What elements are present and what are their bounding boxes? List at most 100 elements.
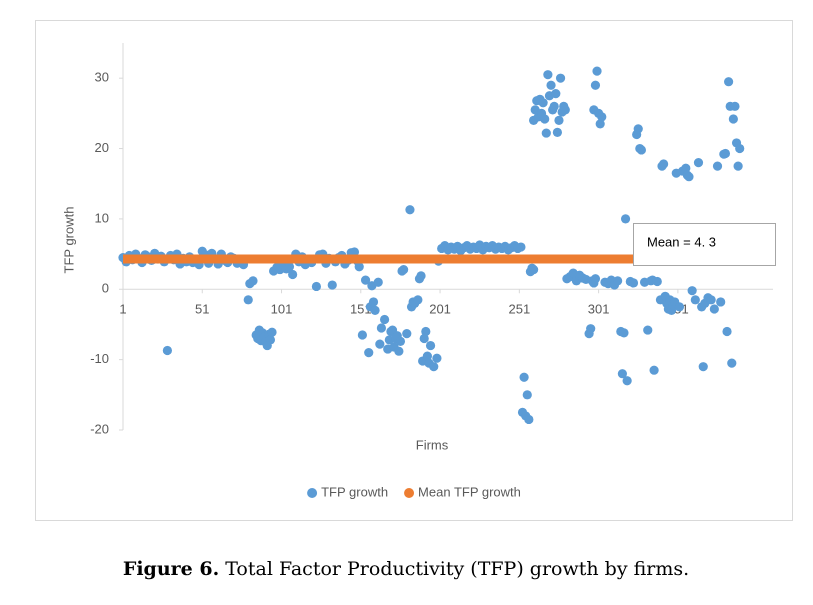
data-point <box>402 329 412 339</box>
data-point <box>620 214 631 224</box>
annotation: Mean = 4. 3 <box>647 234 716 249</box>
data-point <box>395 336 406 346</box>
data-point <box>586 324 596 334</box>
data-point <box>354 262 364 272</box>
data-point <box>552 127 562 137</box>
data-point <box>546 80 556 90</box>
data-point <box>652 276 662 287</box>
data-point <box>516 242 526 252</box>
data-point <box>364 348 374 358</box>
data-point <box>674 302 685 312</box>
data-point <box>724 77 734 87</box>
data-point <box>368 297 379 307</box>
figure-caption: Figure 6. Total Factor Productivity (TFP… <box>123 558 689 580</box>
x-tick-label: 251 <box>508 302 530 317</box>
data-point <box>590 274 601 284</box>
annotation-box <box>633 223 776 266</box>
data-point <box>613 276 623 286</box>
data-point <box>722 326 732 337</box>
data-point <box>425 340 436 351</box>
data-point <box>541 128 551 138</box>
data-point <box>349 247 360 257</box>
data-point <box>698 362 708 372</box>
y-tick-label: 10 <box>95 210 109 225</box>
y-tick-label: -20 <box>90 421 109 436</box>
y-tick-label: -10 <box>90 351 109 366</box>
x-tick-label: 201 <box>429 302 451 317</box>
data-point <box>519 372 529 382</box>
data-point <box>643 325 653 335</box>
data-point <box>690 295 700 305</box>
data-point <box>595 119 605 129</box>
data-point <box>429 362 439 372</box>
x-tick-label: 101 <box>271 302 293 317</box>
data-point <box>554 115 564 125</box>
data-point <box>399 264 409 275</box>
chart-frame <box>35 20 793 521</box>
legend: TFP growth Mean TFP growth <box>307 484 521 499</box>
data-point <box>706 295 716 305</box>
data-point <box>592 66 602 76</box>
data-point <box>540 114 550 124</box>
data-point <box>288 269 298 280</box>
x-tick-label: 1 <box>119 302 126 317</box>
data-point <box>622 376 632 386</box>
data-point <box>405 205 415 215</box>
data-point <box>720 148 731 159</box>
legend-label: TFP growth <box>321 484 388 499</box>
legend-marker <box>404 488 415 498</box>
data-point <box>549 101 559 111</box>
data-point <box>551 89 561 99</box>
data-point <box>716 297 726 307</box>
data-point <box>712 161 723 171</box>
data-point <box>727 358 737 368</box>
data-point <box>730 101 740 111</box>
data-point <box>728 114 738 124</box>
y-tick-label: 20 <box>95 140 109 155</box>
data-point <box>529 264 539 275</box>
data-point <box>311 281 322 292</box>
legend-label: Mean TFP growth <box>418 484 521 499</box>
data-point <box>243 295 253 305</box>
caption-label: Figure 6. <box>123 558 219 580</box>
data-point <box>733 161 743 171</box>
data-point <box>687 286 697 296</box>
data-point <box>597 112 607 122</box>
data-point <box>524 414 534 425</box>
data-point <box>327 280 337 290</box>
data-point <box>379 314 390 325</box>
data-point <box>267 327 277 337</box>
data-point <box>543 70 553 80</box>
data-point <box>419 333 429 344</box>
data-point <box>693 158 704 168</box>
data-point <box>416 271 426 281</box>
data-point <box>681 163 691 173</box>
data-point <box>248 276 258 286</box>
data-point <box>649 365 659 375</box>
data-point <box>422 351 432 361</box>
data-point <box>633 124 643 134</box>
data-point <box>421 326 431 337</box>
y-tick-label: 30 <box>95 70 109 85</box>
data-point <box>590 80 601 90</box>
data-point <box>735 143 745 154</box>
legend-marker <box>307 488 318 498</box>
data-point <box>413 295 423 305</box>
data-point <box>538 98 548 108</box>
data-point <box>709 304 719 314</box>
data-point <box>432 353 442 363</box>
data-point <box>628 278 639 288</box>
y-axis-label: TFP growth <box>61 207 76 274</box>
data-point <box>560 105 570 115</box>
x-axis-label: Firms <box>416 437 449 452</box>
data-point <box>360 275 371 285</box>
data-point <box>522 390 532 400</box>
data-point <box>617 369 627 379</box>
data-point <box>162 345 172 356</box>
data-point <box>357 330 367 340</box>
data-point <box>555 73 566 83</box>
caption-text: Total Factor Productivity (TFP) growth b… <box>225 558 689 580</box>
data-point <box>284 262 295 272</box>
